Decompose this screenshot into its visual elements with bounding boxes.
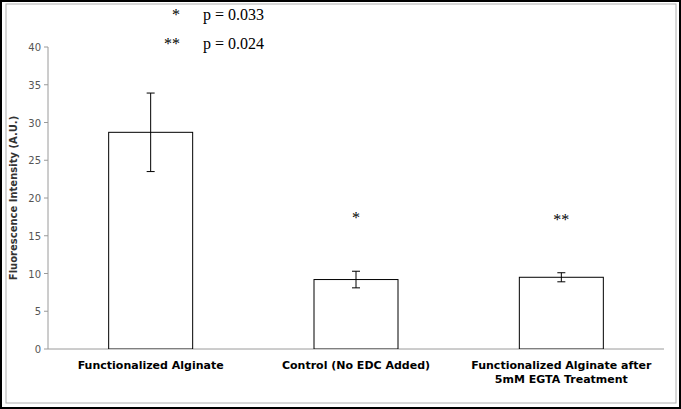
label-line: Control (No EDC Added) xyxy=(282,359,430,372)
annotation-marker: ** xyxy=(164,35,180,52)
chart: 0 5 10 15 20 25 30 35 40 Fluorescence Intensity (… xyxy=(0,0,681,409)
y-tick xyxy=(44,160,48,161)
y-axis-label: Fluorescence Intensity (A.U.) xyxy=(8,116,19,280)
y-tick-label: 5 xyxy=(35,306,41,317)
error-bar xyxy=(352,271,360,288)
y-tick xyxy=(44,273,48,274)
y-tick xyxy=(44,122,48,123)
y-tick xyxy=(44,235,48,236)
error-line xyxy=(356,271,357,288)
outer-frame xyxy=(1,1,680,408)
y-tick xyxy=(44,84,48,85)
error-bar xyxy=(147,93,155,172)
x-tick-label: Functionalized Alginate after5mM EGTA Tr… xyxy=(471,359,652,386)
label-line: Functionalized Alginate after xyxy=(471,359,652,372)
y-tick-label: 20 xyxy=(28,193,41,204)
x-tick-label: Functionalized Alginate xyxy=(78,359,224,372)
y-tick-label: 30 xyxy=(28,118,41,129)
error-bar xyxy=(557,273,565,282)
y-tick-label: 15 xyxy=(28,231,41,242)
annotation-text: p = 0.033 xyxy=(203,6,264,24)
annotation-text: p = 0.024 xyxy=(203,35,264,53)
error-cap xyxy=(557,281,565,282)
error-cap xyxy=(352,287,360,288)
y-tick-label: 25 xyxy=(28,155,41,166)
y-tick-label: 35 xyxy=(28,80,41,91)
error-cap xyxy=(147,93,155,94)
y-tick-label: 40 xyxy=(28,42,41,53)
y-tick xyxy=(44,198,48,199)
plot-marks xyxy=(109,93,604,349)
label-line: Functionalized Alginate xyxy=(78,359,224,372)
y-tick xyxy=(44,311,48,312)
annotation-marker: * xyxy=(172,6,180,23)
inner-frame xyxy=(6,4,676,403)
error-cap xyxy=(147,171,155,172)
x-tick-label: Control (No EDC Added) xyxy=(282,359,430,372)
bar xyxy=(519,277,603,349)
y-tick-label: 10 xyxy=(28,269,41,280)
error-line xyxy=(150,93,151,172)
y-tick-label: 0 xyxy=(35,344,41,355)
significance-mark: ** xyxy=(553,211,569,228)
y-tick xyxy=(44,47,48,48)
error-line xyxy=(561,273,562,282)
y-tick xyxy=(44,349,48,350)
significance-mark: * xyxy=(352,209,360,226)
bar xyxy=(314,280,398,349)
error-cap xyxy=(352,271,360,272)
error-cap xyxy=(557,272,565,273)
label-line: 5mM EGTA Treatment xyxy=(495,373,628,386)
